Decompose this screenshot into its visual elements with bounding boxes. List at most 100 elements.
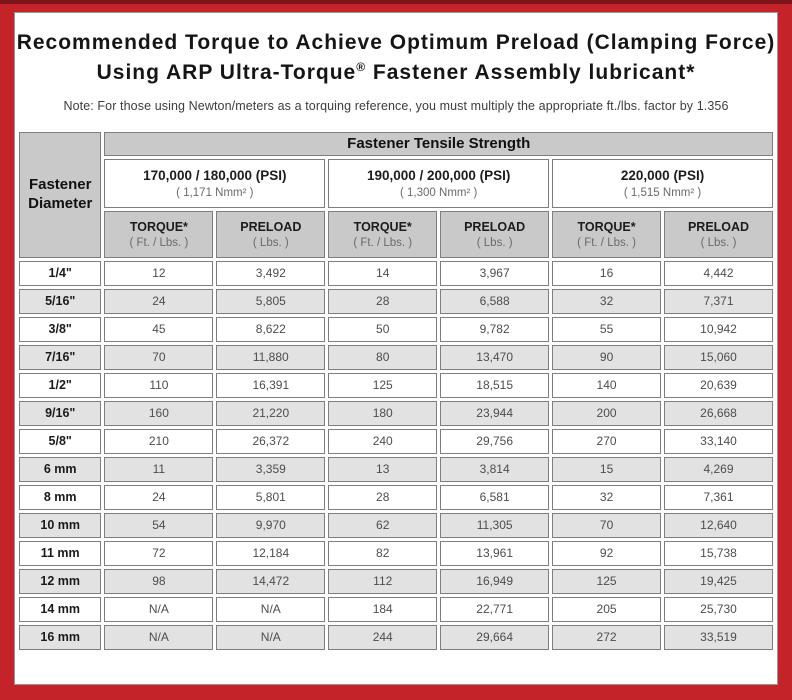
table-body: 1/4" 12 3,492 14 3,967 16 4,442 5/16" 24 5,805 28 6… (19, 260, 773, 650)
diameter-cell: 8 mm (19, 484, 102, 510)
diameter-cell: 7/16" (19, 344, 102, 370)
value-cell: 10,942 (664, 316, 773, 342)
value-cell: 13,470 (440, 344, 550, 370)
value-cell: 19,425 (664, 568, 773, 594)
value-cell: 92 (552, 540, 662, 566)
value-cell: 184 (328, 596, 438, 622)
value-cell: 90 (552, 344, 662, 370)
preload-column-header: PRELOAD ( Lbs. ) (440, 210, 550, 258)
value-cell: 11,880 (216, 344, 326, 370)
value-cell: 8,622 (216, 316, 326, 342)
value-cell: 32 (552, 484, 662, 510)
value-cell: 7,371 (664, 288, 773, 314)
diameter-cell: 1/2" (19, 372, 102, 398)
value-cell: 26,372 (216, 428, 326, 454)
column-unit: ( Lbs. ) (476, 236, 513, 249)
value-cell: 3,492 (216, 260, 326, 286)
preload-column-header: PRELOAD ( Lbs. ) (216, 210, 326, 258)
value-cell: 45 (104, 316, 214, 342)
diameter-cell: 5/16" (19, 288, 102, 314)
value-cell: 3,967 (440, 260, 550, 286)
column-label: PRELOAD (464, 219, 526, 234)
value-cell: 244 (328, 624, 438, 650)
column-label: TORQUE* (577, 219, 636, 234)
value-cell: 11,305 (440, 512, 550, 538)
psi-rating: 190,000 / 200,000 (PSI) (367, 167, 511, 183)
value-cell: 62 (328, 512, 438, 538)
torque-column-header: TORQUE* ( Ft. / Lbs. ) (328, 210, 438, 258)
psi-group-cell: 170,000 / 180,000 (PSI) ( 1,171 Nmm² ) (104, 158, 326, 208)
value-cell: 180 (328, 400, 438, 426)
table-row: 1/2" 110 16,391 125 18,515 140 20,639 (19, 372, 773, 398)
diameter-cell: 6 mm (19, 456, 102, 482)
diameter-cell: 9/16" (19, 400, 102, 426)
registered-mark: ® (356, 60, 367, 75)
column-unit: ( Ft. / Lbs. ) (129, 236, 189, 249)
psi-header-row: 170,000 / 180,000 (PSI) ( 1,171 Nmm² ) 1… (19, 158, 773, 208)
value-cell: 5,805 (216, 288, 326, 314)
value-cell: 6,588 (440, 288, 550, 314)
value-cell: 4,269 (664, 456, 773, 482)
title2-pre: Using ARP Ultra-Torque (96, 61, 357, 85)
value-cell: 50 (328, 316, 438, 342)
value-cell: 200 (552, 400, 662, 426)
value-cell: 210 (104, 428, 214, 454)
table-row: 14 mm N/A N/A 184 22,771 205 25,730 (19, 596, 773, 622)
diameter-cell: 16 mm (19, 624, 102, 650)
value-cell: 205 (552, 596, 662, 622)
column-label: PRELOAD (687, 219, 750, 234)
torque-column-header: TORQUE* ( Ft. / Lbs. ) (104, 210, 214, 258)
value-cell: 16 (552, 260, 662, 286)
value-cell: 28 (328, 288, 438, 314)
value-cell: 32 (552, 288, 662, 314)
value-cell: 9,970 (216, 512, 326, 538)
value-cell: 70 (104, 344, 214, 370)
value-cell: 112 (328, 568, 438, 594)
table-row: 11 mm 72 12,184 82 13,961 92 15,738 (19, 540, 773, 566)
value-cell: 82 (328, 540, 438, 566)
value-cell: N/A (104, 596, 214, 622)
page-title-line1: Recommended Torque to Achieve Optimum Pr… (16, 31, 776, 54)
value-cell: N/A (104, 624, 214, 650)
value-cell: 5,801 (216, 484, 326, 510)
table-row: 7/16" 70 11,880 80 13,470 90 15,060 (19, 344, 773, 370)
preload-column-header: PRELOAD ( Lbs. ) (664, 210, 773, 258)
value-cell: 29,756 (440, 428, 550, 454)
value-cell: 272 (552, 624, 662, 650)
column-label: TORQUE* (129, 219, 188, 234)
value-cell: 125 (328, 372, 438, 398)
value-cell: 25,730 (664, 596, 773, 622)
value-cell: 16,949 (440, 568, 550, 594)
value-cell: 240 (328, 428, 438, 454)
value-cell: 14,472 (216, 568, 326, 594)
value-cell: 11 (104, 456, 214, 482)
value-cell: 98 (104, 568, 214, 594)
value-cell: 3,359 (216, 456, 326, 482)
diameter-cell: 14 mm (19, 596, 102, 622)
content-frame: Recommended Torque to Achieve Optimum Pr… (14, 12, 778, 685)
nmm-rating: ( 1,171 Nmm² ) (176, 186, 254, 199)
column-unit: ( Lbs. ) (252, 236, 289, 249)
value-cell: 33,519 (664, 624, 773, 650)
diameter-cell: 11 mm (19, 540, 102, 566)
table-row: 1/4" 12 3,492 14 3,967 16 4,442 (19, 260, 773, 286)
value-cell: 13,961 (440, 540, 550, 566)
diameter-cell: 10 mm (19, 512, 102, 538)
table-row: 8 mm 24 5,801 28 6,581 32 7,361 (19, 484, 773, 510)
column-unit: ( Lbs. ) (700, 236, 737, 249)
value-cell: 12 (104, 260, 214, 286)
value-cell: 15 (552, 456, 662, 482)
value-cell: 12,640 (664, 512, 773, 538)
value-cell: 33,140 (664, 428, 773, 454)
value-cell: 7,361 (664, 484, 773, 510)
diameter-cell: 3/8" (19, 316, 102, 342)
note-text: Note: For those using Newton/meters as a… (63, 98, 729, 113)
table-row: 10 mm 54 9,970 62 11,305 70 12,640 (19, 512, 773, 538)
value-cell: 4,442 (664, 260, 773, 286)
table-row: 5/16" 24 5,805 28 6,588 32 7,371 (19, 288, 773, 314)
value-cell: 24 (104, 288, 214, 314)
diameter-cell: 5/8" (19, 428, 102, 454)
value-cell: 140 (552, 372, 662, 398)
table-row: 3/8" 45 8,622 50 9,782 55 10,942 (19, 316, 773, 342)
column-label: PRELOAD (240, 219, 302, 234)
